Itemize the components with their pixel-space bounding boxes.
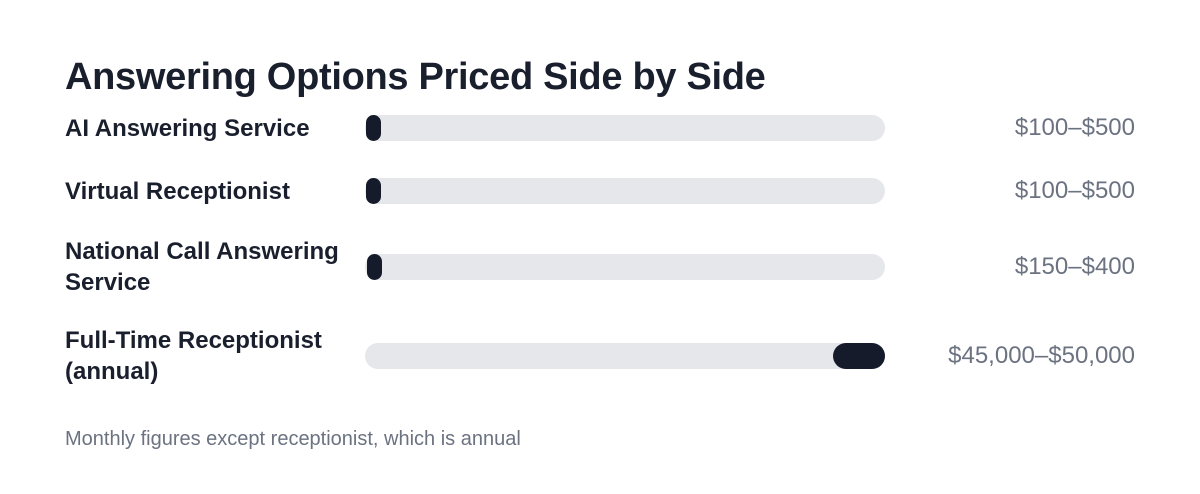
category-label: Full-Time Receptionist (annual) xyxy=(65,327,322,385)
row: Virtual Receptionist $100–$500 xyxy=(65,173,1135,209)
range-bar xyxy=(366,115,382,141)
value-label: $45,000–$50,000 xyxy=(948,342,1135,369)
track xyxy=(365,178,885,204)
value-label: $100–$500 xyxy=(1014,114,1135,141)
track xyxy=(365,254,885,280)
range-bar xyxy=(366,254,382,280)
category-label: National Call Answering Service xyxy=(65,238,339,296)
value-label: $150–$400 xyxy=(1014,253,1135,280)
row: AI Answering Service $100–$500 xyxy=(65,110,1135,146)
range-bar xyxy=(366,178,382,204)
chart-title: Answering Options Priced Side by Side xyxy=(65,56,766,98)
range-bar xyxy=(833,343,885,369)
track xyxy=(365,115,885,141)
row: National Call Answering Service $150–$400 xyxy=(65,236,1135,298)
value-label: $100–$500 xyxy=(1014,177,1135,204)
rows: AI Answering Service $100–$500 Virtual Rec… xyxy=(65,110,1135,387)
category-label: AI Answering Service xyxy=(65,114,310,142)
category-label: Virtual Receptionist xyxy=(65,177,290,205)
row: Full-Time Receptionist (annual) $45,000–$… xyxy=(65,325,1135,387)
track xyxy=(365,343,885,369)
footnote: Monthly figures except receptionist, whi… xyxy=(65,428,521,450)
